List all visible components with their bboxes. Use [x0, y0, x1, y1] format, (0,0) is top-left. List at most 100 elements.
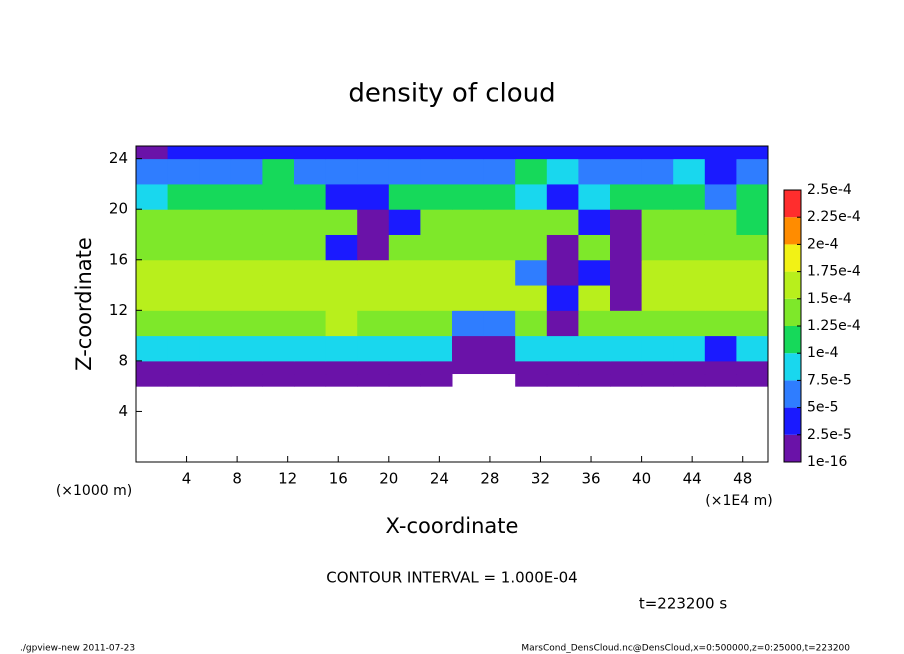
- heat-cell: [578, 259, 611, 286]
- heat-cell: [578, 310, 611, 337]
- heat-cell: [357, 234, 390, 261]
- heat-cell: [610, 310, 643, 337]
- heat-cell: [515, 373, 548, 387]
- heat-cell: [167, 146, 200, 160]
- heat-cell: [294, 158, 327, 185]
- heat-cell: [578, 234, 611, 261]
- heat-cell: [546, 373, 579, 387]
- heat-cell: [420, 335, 453, 362]
- heat-cell: [610, 158, 643, 185]
- footer-right: MarsCond_DensCloud.nc@DensCloud,x=0:5000…: [521, 644, 850, 654]
- colorbar-label: 2.25e-4: [807, 209, 861, 225]
- heat-cell: [325, 360, 358, 375]
- heat-cell: [262, 310, 295, 337]
- heat-cell: [136, 146, 169, 160]
- heat-cell: [388, 310, 421, 337]
- heat-cell: [673, 234, 706, 261]
- heat-cell: [294, 146, 327, 160]
- heat-cell: [167, 285, 200, 311]
- heat-cell: [610, 209, 643, 235]
- heat-cell: [704, 183, 737, 210]
- heat-cell: [452, 209, 485, 235]
- heat-cell: [325, 259, 358, 286]
- heat-cell: [546, 209, 579, 235]
- x-axis-label: X-coordinate: [386, 514, 519, 538]
- heat-cell: [546, 360, 579, 375]
- heat-cell: [294, 335, 327, 362]
- heat-cell: [420, 310, 453, 337]
- heat-cell: [452, 335, 485, 362]
- colorbar-bin: [784, 190, 801, 218]
- heat-cell: [357, 183, 390, 210]
- heat-cell: [167, 183, 200, 210]
- contour-note: CONTOUR INTERVAL = 1.000E-04: [326, 569, 577, 587]
- heat-cell: [704, 360, 737, 375]
- x-tick-label: 28: [480, 470, 499, 488]
- heat-cell: [546, 158, 579, 185]
- colorbar-bin: [784, 217, 801, 245]
- plot-frame: [135, 145, 769, 463]
- heat-cell: [641, 158, 674, 185]
- heat-cell: [230, 373, 263, 387]
- colorbar-label: 1.25e-4: [807, 318, 861, 334]
- heat-cell: [673, 285, 706, 311]
- heat-cell: [704, 209, 737, 235]
- heat-cell: [230, 183, 263, 210]
- heat-cell: [325, 335, 358, 362]
- colorbar-bin: [784, 353, 801, 381]
- heat-cell: [420, 146, 453, 160]
- heat-cell: [515, 146, 548, 160]
- heat-cell: [199, 259, 232, 286]
- colorbar-label: 1.5e-4: [807, 291, 852, 307]
- heat-cell: [641, 259, 674, 286]
- heat-cell: [673, 146, 706, 160]
- x-tick-label: 48: [733, 470, 752, 488]
- footer-left: ./gpview-new 2011-07-23: [20, 644, 135, 654]
- heat-cell: [230, 234, 263, 261]
- heat-cell: [325, 209, 358, 235]
- heat-cell: [578, 373, 611, 387]
- heat-cell: [420, 285, 453, 311]
- heat-cell: [515, 259, 548, 286]
- heat-cell: [483, 360, 516, 375]
- heat-cell: [546, 310, 579, 337]
- heat-cell: [704, 146, 737, 160]
- heat-cell: [610, 146, 643, 160]
- x-tick-label: 16: [329, 470, 348, 488]
- heat-cell: [673, 259, 706, 286]
- heat-cell: [388, 146, 421, 160]
- colorbar-label: 1.75e-4: [807, 264, 861, 280]
- y-tick-label: 4: [118, 402, 128, 420]
- heat-cell: [736, 183, 769, 210]
- heat-cell: [294, 310, 327, 337]
- heat-cell: [546, 285, 579, 311]
- heat-cell: [262, 146, 295, 160]
- heat-cell: [641, 335, 674, 362]
- heat-cell: [294, 360, 327, 375]
- x-tick-label: 36: [581, 470, 600, 488]
- x-tick-label: 8: [232, 470, 242, 488]
- heat-cell: [704, 373, 737, 387]
- heat-cell: [262, 183, 295, 210]
- heat-cell: [641, 234, 674, 261]
- heat-cell: [167, 360, 200, 375]
- heat-cell: [610, 335, 643, 362]
- heat-cell: [357, 146, 390, 160]
- heat-cell: [136, 285, 169, 311]
- heat-cell: [199, 183, 232, 210]
- heat-cell: [167, 259, 200, 286]
- heat-cell: [199, 234, 232, 261]
- y-tick-label: 12: [109, 301, 128, 319]
- heat-cell: [136, 360, 169, 375]
- heat-cell: [483, 259, 516, 286]
- heat-cell: [167, 234, 200, 261]
- heat-cell: [357, 209, 390, 235]
- y-unit: (×1000 m): [56, 483, 132, 499]
- heat-cell: [325, 146, 358, 160]
- heat-cell: [230, 310, 263, 337]
- heat-cell: [515, 285, 548, 311]
- heat-cell: [357, 285, 390, 311]
- x-tick-label: 12: [278, 470, 297, 488]
- heat-cell: [704, 310, 737, 337]
- heat-cell: [199, 146, 232, 160]
